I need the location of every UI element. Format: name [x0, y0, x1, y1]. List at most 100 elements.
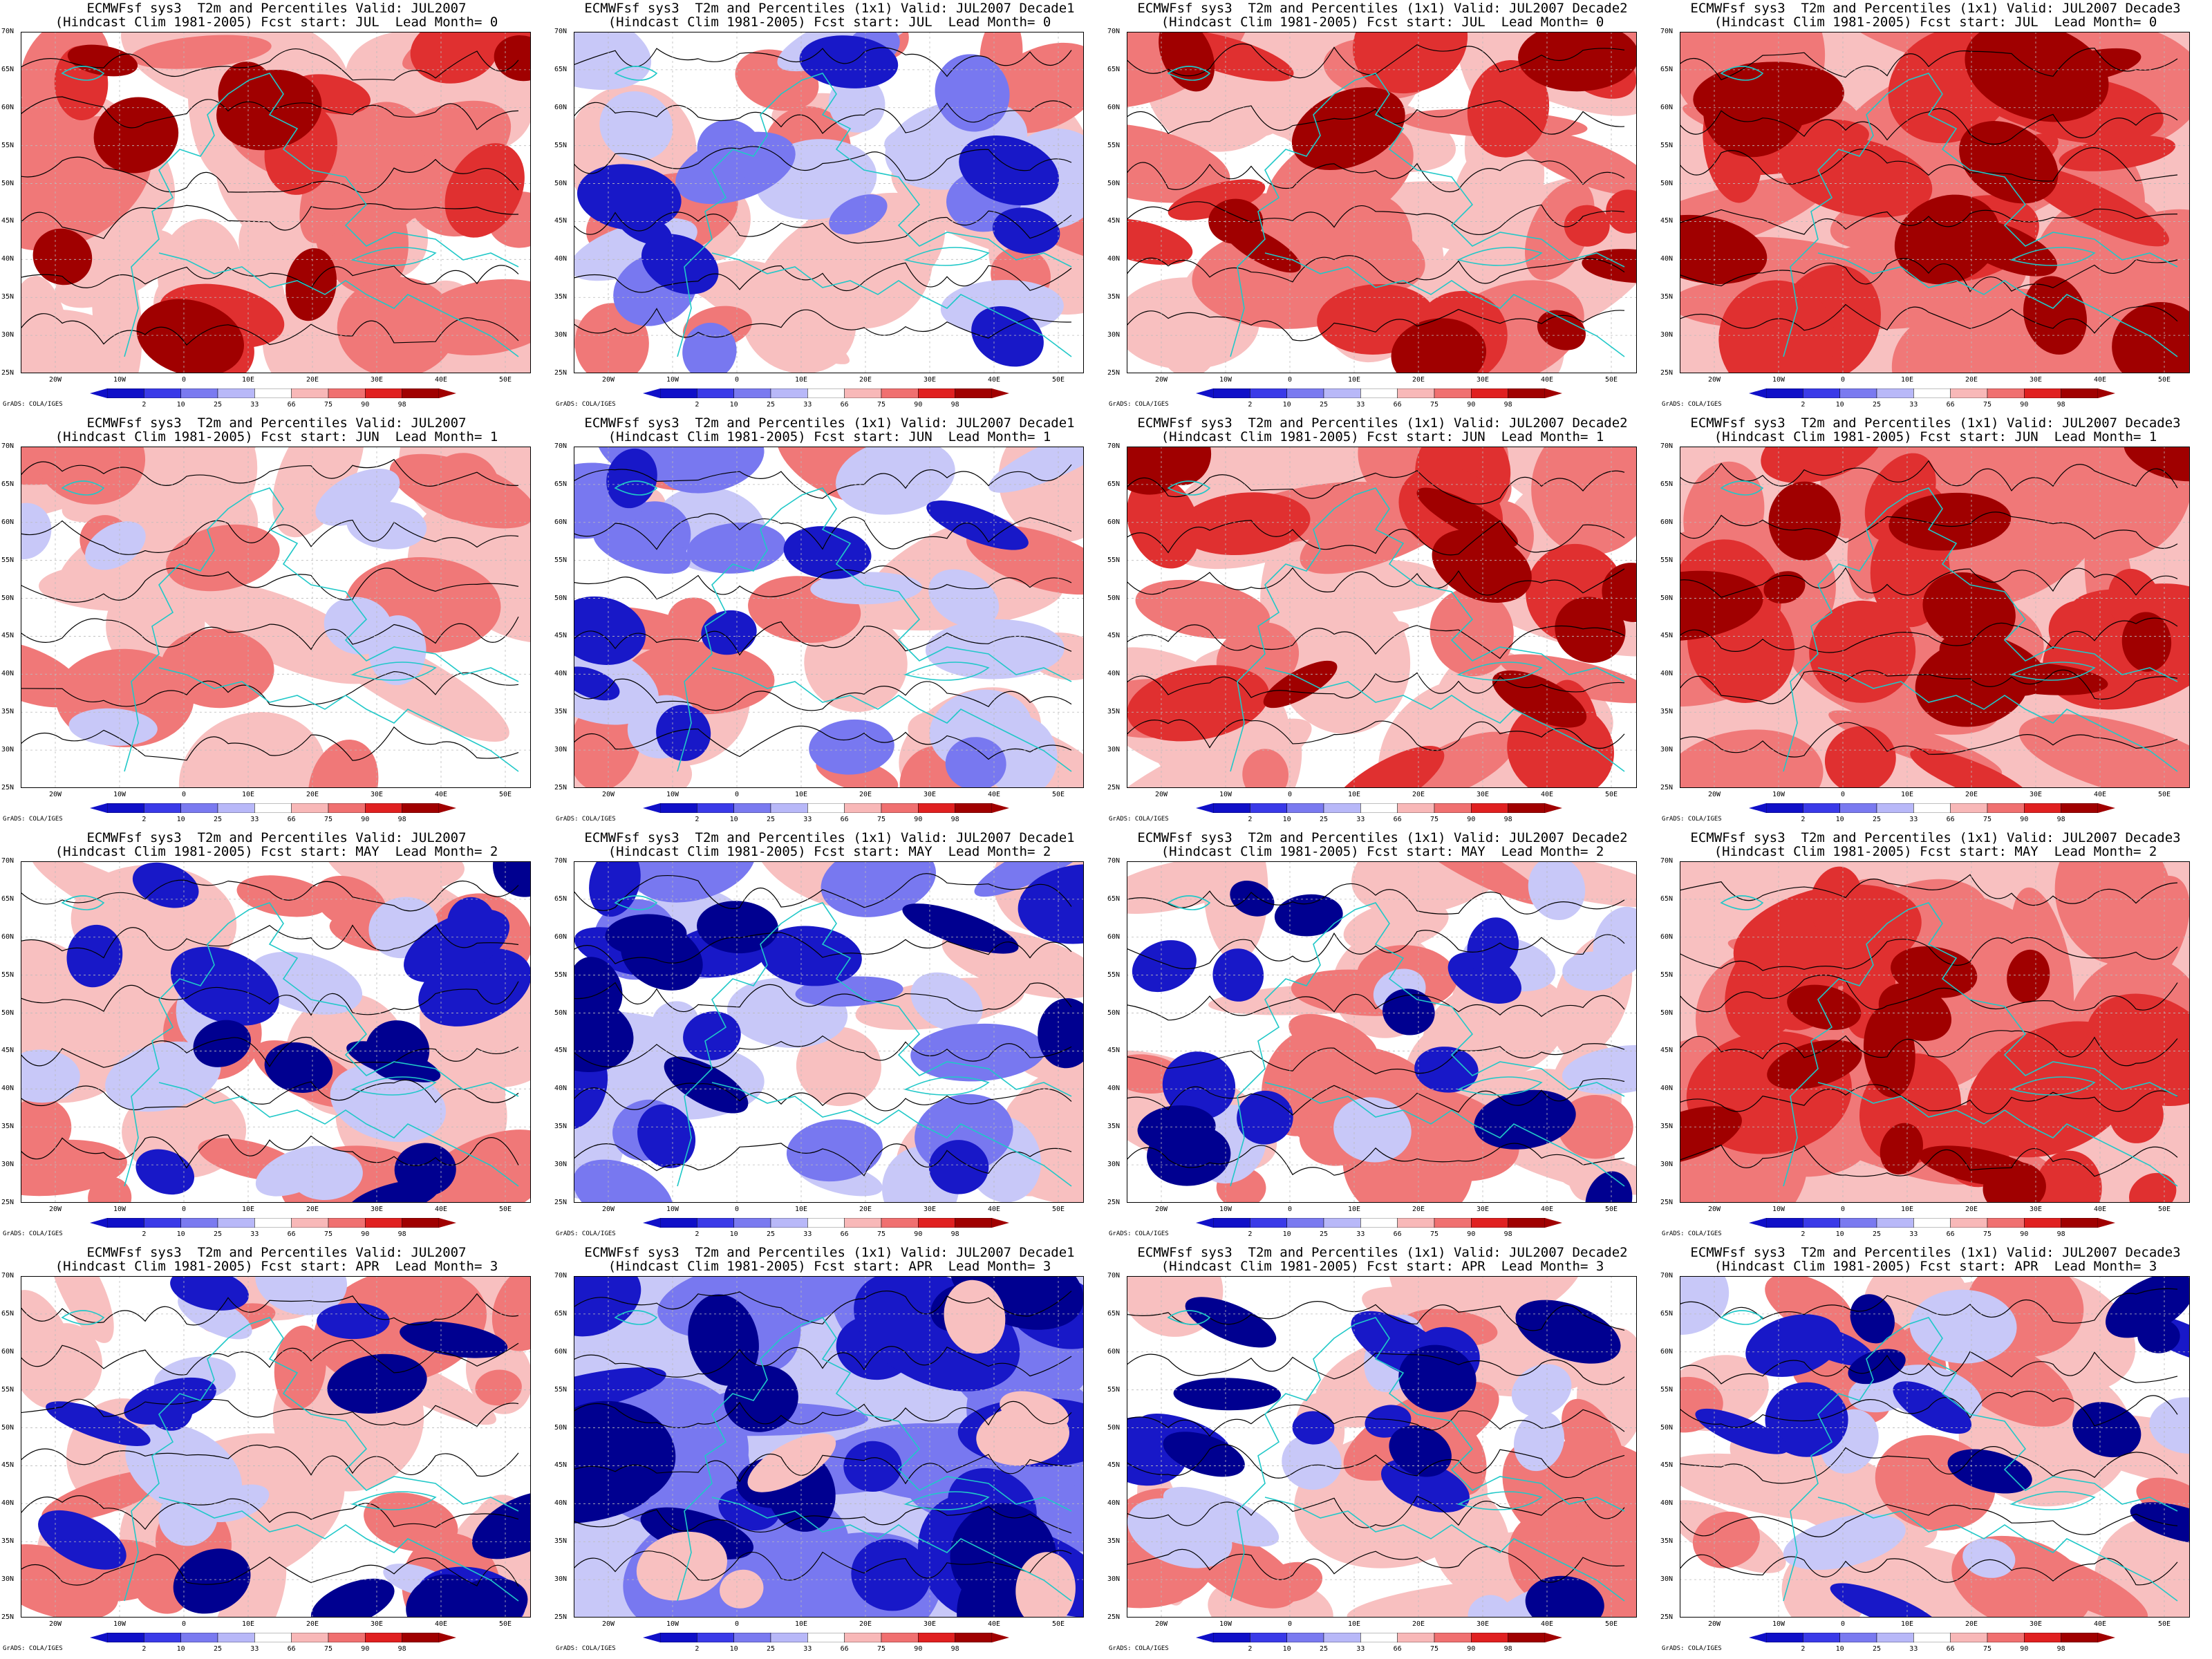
- coastline: [614, 1310, 1072, 1602]
- colorbar-segment: [291, 1218, 329, 1228]
- longitude-label: 0: [1840, 791, 1846, 798]
- anomaly-shading: [21, 276, 72, 373]
- anomaly-shading: [1564, 205, 1610, 247]
- anomaly-shading: [147, 1387, 193, 1431]
- latitude-label: 65N: [1660, 1309, 1674, 1318]
- map-canvas: [21, 447, 531, 788]
- anomaly-shading: [606, 448, 657, 509]
- temperature-contour: [21, 616, 519, 650]
- temperature-contour: [1680, 48, 2178, 81]
- colorbar-segment: [918, 1218, 955, 1228]
- anomaly-shading: [1787, 984, 1862, 1031]
- anomaly-shading: [1414, 1047, 1479, 1093]
- coastline: [1167, 66, 1625, 357]
- anomaly-shading: [1585, 1171, 1633, 1203]
- colorbar-tick-label: 33: [1356, 816, 1365, 823]
- anomaly-shading: [1222, 223, 1301, 273]
- latitude-label: 25N: [1107, 1613, 1121, 1621]
- temperature-contour: [574, 873, 1072, 911]
- colorbar-tick-label: 66: [840, 1230, 849, 1238]
- anomaly-map: [574, 32, 1084, 373]
- temperature-contour: [21, 879, 519, 912]
- anomaly-shading: [1965, 661, 2108, 695]
- anomaly-shading: [2149, 1397, 2190, 1454]
- latitude-label: 35N: [1107, 1537, 1121, 1546]
- longitude-label: 50E: [498, 1206, 512, 1213]
- longitude-label: 30E: [1476, 1620, 1490, 1628]
- colorbar-tick-label: 66: [1946, 401, 1955, 409]
- latitude-label: 30N: [1107, 331, 1121, 339]
- anomaly-shading: [1292, 1411, 1335, 1445]
- latitude-label: 50N: [1107, 1009, 1121, 1017]
- anomaly-shading: [1528, 861, 1586, 921]
- anomaly-shading: [1680, 729, 1824, 788]
- colorbar-segment: [1803, 1633, 1840, 1642]
- latitude-label: 70N: [1, 28, 15, 35]
- colorbar-arrow-left: [90, 803, 107, 813]
- grads-credit: GrADS: COLA/IGES: [3, 1230, 63, 1237]
- longitude-label: 20E: [1965, 376, 1978, 384]
- anomaly-shading: [1910, 748, 2032, 788]
- longitude-label: 50E: [2157, 1206, 2171, 1213]
- anomaly-shading: [2034, 1150, 2102, 1203]
- colorbar-segment: [291, 803, 329, 813]
- panel-title-line1: ECMWFsf sys3 T2m and Percentiles (1x1) V…: [1690, 415, 2181, 431]
- anomaly-shading: [1389, 1425, 1452, 1477]
- longitude-label: 0: [1287, 791, 1293, 798]
- longitude-label: 0: [734, 1620, 740, 1628]
- colorbar-segment: [1323, 1633, 1361, 1642]
- colorbar-segment: [807, 1633, 845, 1642]
- latitude-label: 35N: [554, 293, 568, 301]
- anomaly-shading: [218, 62, 274, 125]
- temperature-contour: [574, 262, 1072, 293]
- anomaly-shading: [783, 526, 872, 579]
- percentile-colorbar: [90, 1218, 456, 1228]
- temperature-contour: [1680, 460, 2178, 491]
- anomaly-shading: [1416, 487, 1518, 547]
- longitude-label: 20E: [306, 791, 319, 798]
- colorbar-tick-label: 25: [1319, 1645, 1329, 1653]
- latitude-label: 70N: [554, 857, 568, 865]
- colorbar-tick-label: 2: [695, 401, 700, 409]
- latitude-label: 35N: [1, 1537, 15, 1546]
- colorbar-segment: [180, 803, 218, 813]
- anomaly-map: [1680, 32, 2190, 373]
- coastline: [1167, 895, 1625, 1187]
- colorbar-segment: [659, 388, 697, 398]
- map-canvas: [574, 447, 1084, 788]
- colorbar-segment: [2024, 388, 2061, 398]
- colorbar-segment: [1508, 1218, 1546, 1228]
- longitude-label: 10E: [794, 1620, 808, 1628]
- colorbar-tick-label: 75: [1430, 401, 1439, 409]
- forecast-map-panel: ECMWFsf sys3 T2m and Percentiles (1x1) V…: [1106, 0, 1659, 415]
- colorbar-segment: [770, 388, 808, 398]
- longitude-label: 10E: [1900, 1206, 1914, 1213]
- anomaly-shading: [1959, 121, 2059, 204]
- temperature-contour: [21, 203, 519, 239]
- latitude-label: 30N: [554, 1161, 568, 1169]
- longitude-label: 10E: [1900, 791, 1914, 798]
- latitude-label: 50N: [554, 1423, 568, 1432]
- anomaly-shading: [1513, 1411, 1564, 1472]
- colorbar-segment: [1471, 388, 1508, 398]
- anomaly-shading: [1880, 1123, 1923, 1175]
- latitude-label: 45N: [1107, 1461, 1121, 1470]
- panel-title-line1: ECMWFsf sys3 T2m and Percentiles Valid: …: [86, 1245, 467, 1260]
- latitude-label: 55N: [1660, 971, 1674, 979]
- colorbar-segment: [844, 1633, 882, 1642]
- colorbar-segment: [1286, 1633, 1324, 1642]
- temperature-contour: [574, 725, 1072, 760]
- anomaly-shading: [976, 1405, 1069, 1466]
- colorbar-tick-label: 33: [803, 1645, 812, 1653]
- longitude-label: 10E: [241, 1206, 255, 1213]
- latitude-label: 55N: [554, 141, 568, 149]
- anomaly-shading: [32, 228, 93, 285]
- temperature-contour: [574, 1454, 1072, 1485]
- colorbar-segment: [402, 803, 440, 813]
- colorbar-segment: [1839, 1218, 1877, 1228]
- anomaly-shading: [1274, 894, 1343, 937]
- longitude-label: 10W: [1772, 1206, 1785, 1213]
- latitude-label: 65N: [554, 65, 568, 73]
- anomaly-shading: [135, 1149, 195, 1195]
- anomaly-shading: [1492, 670, 1587, 728]
